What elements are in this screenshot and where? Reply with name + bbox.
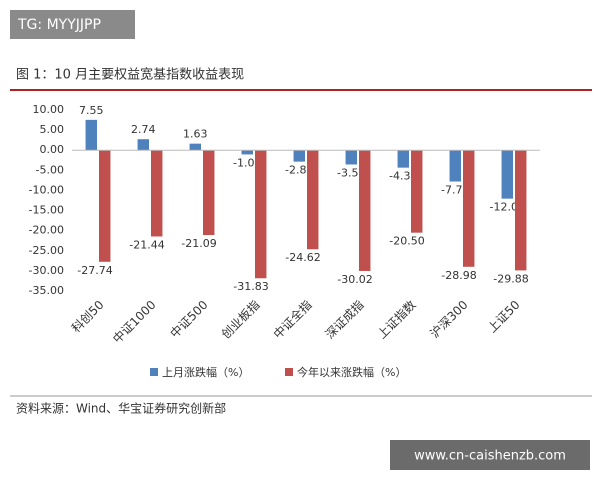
- legend-label: 今年以来涨跌幅（%）: [297, 365, 406, 379]
- bar: [397, 150, 409, 168]
- bar: [411, 150, 423, 233]
- bar: [501, 150, 513, 199]
- value-label: -29.88: [493, 272, 528, 285]
- bar: [463, 150, 475, 267]
- x-tick-label: 沪深300: [428, 298, 471, 341]
- legend-swatch: [285, 368, 293, 376]
- bar: [449, 150, 461, 182]
- value-label: -4.33: [389, 170, 417, 183]
- y-tick-label: -20.00: [29, 224, 64, 237]
- value-label: 7.55: [79, 104, 104, 117]
- tag-box: [10, 10, 135, 39]
- value-label: 2.74: [131, 123, 156, 136]
- value-label: -1.04: [233, 156, 261, 169]
- x-tick-label: 上证50: [485, 298, 523, 336]
- value-label: -21.09: [181, 237, 216, 250]
- watermark: www.cn-caishenzb.com: [414, 449, 566, 464]
- bar: [307, 150, 319, 250]
- y-tick-label: -35.00: [29, 284, 64, 297]
- bar: [359, 150, 371, 271]
- x-tick-label: 创业板指: [218, 297, 263, 342]
- y-tick-label: 10.00: [33, 103, 65, 116]
- bar: [151, 150, 163, 237]
- y-tick-label: 5.00: [40, 123, 65, 136]
- value-label: -3.54: [337, 166, 365, 179]
- tag: TG: MYYJJPP: [17, 17, 101, 33]
- x-tick-label: 中证1000: [109, 297, 158, 346]
- y-tick-label: -25.00: [29, 244, 64, 257]
- bar: [241, 150, 253, 155]
- value-label: -28.98: [441, 269, 476, 282]
- y-tick-label: -15.00: [29, 204, 64, 217]
- value-label: 1.63: [183, 128, 208, 141]
- y-tick-label: -30.00: [29, 264, 64, 277]
- value-label: -31.83: [233, 280, 268, 293]
- source: 资料来源：Wind、华宝证券研究创新部: [16, 401, 226, 416]
- bar: [189, 143, 201, 151]
- bar: [255, 150, 267, 279]
- bar: [515, 150, 527, 271]
- legend-label: 上月涨跌幅（%）: [162, 365, 249, 379]
- watermark-box: [390, 440, 590, 470]
- x-tick-label: 上证指数: [374, 297, 419, 342]
- value-label: -21.44: [129, 238, 164, 251]
- value-label: -30.02: [337, 273, 372, 286]
- x-tick-label: 中证全指: [270, 297, 315, 342]
- bar: [293, 150, 305, 162]
- value-label: -7.78: [441, 184, 469, 197]
- value-label: -24.62: [285, 251, 320, 264]
- x-tick-label: 中证500: [167, 297, 211, 341]
- value-label: -2.84: [285, 164, 313, 177]
- value-label: -20.50: [389, 235, 424, 248]
- x-tick-label: 科创50: [69, 298, 107, 336]
- bar: [137, 139, 149, 151]
- bar: [203, 150, 215, 236]
- y-tick-label: -10.00: [29, 183, 64, 196]
- value-label: -27.74: [77, 264, 112, 277]
- y-tick-label: 0.00: [40, 143, 65, 156]
- y-tick-label: -5.00: [36, 163, 64, 176]
- bar: [99, 150, 111, 262]
- x-tick-label: 深证成指: [322, 297, 367, 342]
- legend-swatch: [150, 368, 158, 376]
- bar: [85, 119, 97, 151]
- chart-title: 图 1：10 月主要权益宽基指数收益表现: [16, 67, 244, 83]
- bar: [345, 150, 357, 165]
